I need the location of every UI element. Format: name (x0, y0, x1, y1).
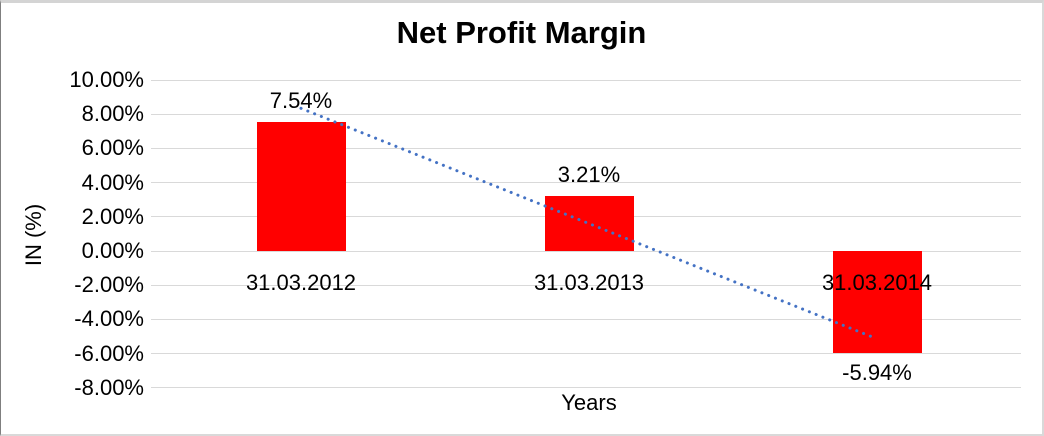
gridline (151, 79, 1021, 81)
data-label: 3.21% (557, 162, 621, 188)
x-axis-title: Years (561, 390, 617, 415)
y-tick-label: 8.00% (81, 101, 144, 127)
bar-31.03.2014 (832, 251, 922, 353)
y-tick-label: 6.00% (81, 135, 144, 161)
gridline (151, 387, 1021, 389)
data-label: 7.54% (269, 88, 333, 114)
data-label: -5.94% (842, 359, 912, 385)
y-tick-label: -8.00% (74, 374, 144, 400)
gridline (151, 353, 1021, 355)
y-tick-label: -6.00% (74, 340, 144, 366)
category-label: 31.03.2014 (821, 270, 933, 295)
y-tick-label: 2.00% (81, 203, 144, 229)
bar-31.03.2013 (544, 196, 634, 251)
y-tick-label: 0.00% (81, 238, 144, 263)
y-tick-label: 10.00% (69, 67, 144, 92)
y-tick-label: -4.00% (74, 306, 144, 332)
bar-31.03.2012 (256, 122, 346, 251)
chart-title: Net Profit Margin (396, 15, 647, 50)
category-label: 31.03.2013 (533, 270, 645, 295)
y-tick-label: 4.00% (81, 169, 144, 195)
y-tick-label: -2.00% (74, 272, 144, 298)
category-label: 31.03.2012 (245, 270, 357, 295)
